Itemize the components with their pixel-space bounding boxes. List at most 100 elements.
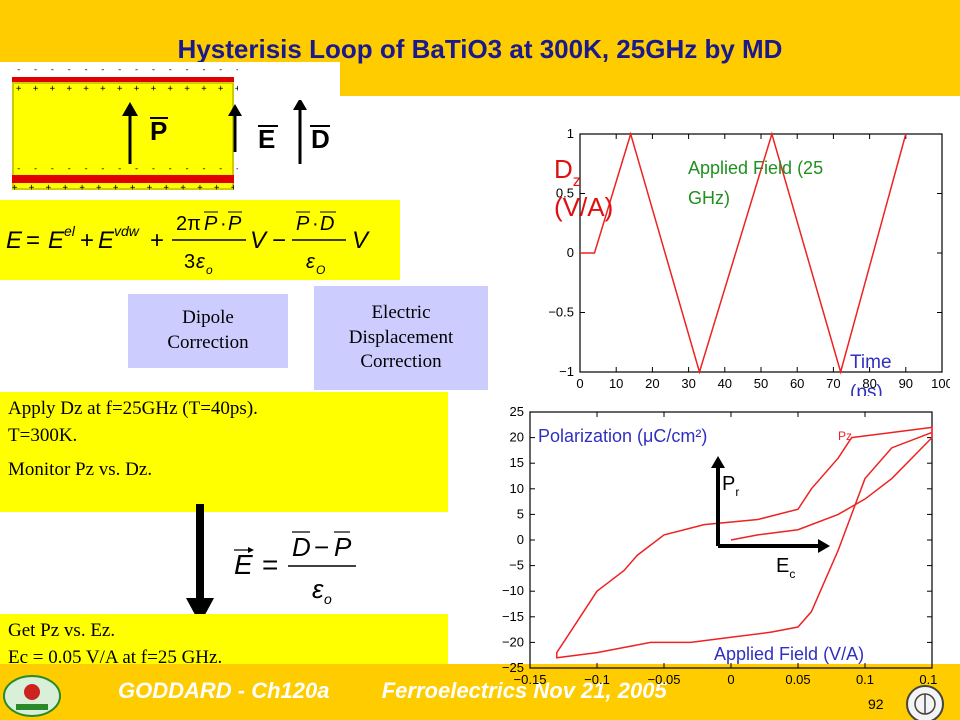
bot-series-line [556,426,933,659]
svg-text:P: P [334,532,352,562]
svg-text:ε: ε [312,574,324,604]
top-xlabel-1: Time [850,352,892,373]
bot-ytick-label: −5 [509,558,524,573]
footer-text: GODDARD - Ch120a Ferroelectrics Nov 21, … [118,678,667,704]
energy-equation: E = E el + E vdw + 2π P · P 3 ε o V − P … [6,211,370,277]
top-series-label-1: Applied Field (25 [688,158,823,178]
hysteresis-chart: −0.15 −0.1 −0.05 0 0.05 0.1 0.15 25 20 15 10 5 0 −5 −1… [502,406,938,687]
svg-text:·: · [312,213,319,235]
bot-ytick-label: −15 [502,609,524,624]
bot-ytick-label: 15 [510,455,524,470]
svg-text:D: D [292,532,311,562]
down-arrow [186,504,214,624]
bot-xtick-label: 0 [727,672,734,687]
top-plate [12,77,234,85]
note1-line-1: Apply Dz at f=25GHz (T=40ps). [8,398,258,419]
svg-text:V: V [352,227,370,254]
svg-text:3: 3 [184,251,195,273]
procedure-note-1: Apply Dz at f=25GHz (T=40ps). T=300K. Mo… [0,392,448,512]
applied-field-chart: 0 10 20 30 40 50 60 70 80 90 100 1 0.5 0 −0.5 −1 Dz (V/… [548,126,950,396]
bot-xtick-label: 0.15 [919,672,938,687]
bot-ytick-label: −25 [502,660,524,675]
page-number: 92 [868,696,884,712]
top-xtick-label: 80 [862,376,876,391]
svg-text:P: P [228,213,242,235]
footer-course: GODDARD - Ch120a [118,678,330,703]
bot-ytick-label: 5 [517,506,524,521]
bot-ytick-label: −10 [502,583,524,598]
svg-text:ε: ε [306,251,316,273]
bot-xtick-label: 0.1 [856,672,874,687]
note1-line-2: T=300K. [8,424,78,446]
bot-ytick-label: 25 [510,406,524,419]
left-logo [3,675,61,717]
electric-line-3: Correction [360,351,442,373]
note1-line-3: Monitor Pz vs. Dz. [8,459,153,481]
electric-line-1: Electric [371,301,431,323]
svg-text:o: o [324,591,332,607]
svg-text:V: V [250,227,268,254]
top-ylabel-unit: (V/A) [554,192,613,222]
bot-xtick-label: −0.15 [514,672,547,687]
svg-text:E: E [6,227,23,254]
bot-xtick-label: −0.05 [648,672,681,687]
svg-text:el: el [64,223,76,239]
top-xtick-label: 30 [681,376,695,391]
top-outer-charges: - - - - - - - - - - - - - - - - - - - - … [16,65,238,75]
svg-text:=: = [262,549,278,580]
top-series-line [580,131,907,375]
footer-topic: Ferroelectrics Nov 21, 2005 [381,678,667,703]
top-ytick-label: −0.5 [548,305,574,320]
vector-arrows [122,100,330,164]
footer-band [0,664,960,720]
capacitor-body [12,82,234,190]
bottom-inner-charges: - - - - - - - - - - - - - - - - - - - - … [16,164,238,174]
top-ytick-label: 0.5 [556,186,574,201]
ec-label: Ec [776,555,795,581]
right-logo [906,685,944,720]
bottom-outer-charges: + + + + + + + + + + + + + + + + + + + + … [12,183,234,193]
dipole-line-2: Correction [167,332,249,353]
top-xtick-label: 40 [718,376,732,391]
svg-text:o: o [206,263,213,277]
svg-text:2π: 2π [176,213,201,235]
bot-xlabel: Applied Field (V/A) [714,644,864,664]
pr-ec-indicator: Pr Ec [711,456,830,581]
bot-ylabel: Polarization (μC/cm²) [538,426,707,446]
top-ylabel: Dz [554,154,581,190]
svg-text:·: · [220,213,227,235]
svg-text:O: O [316,263,325,277]
top-ytick-label: 0 [567,245,574,260]
top-xtick-label: 10 [609,376,623,391]
top-inner-charges: + + + + + + + + + + + + + + + + + + + [16,84,238,94]
svg-text:−: − [314,532,329,562]
note2-line-2: Ec = 0.05 V/A at f=25 GHz. [8,646,223,668]
svg-text:+: + [150,227,164,254]
top-xtick-label: 90 [899,376,913,391]
pr-label: Pr [722,473,739,499]
svg-text:vdw: vdw [114,223,140,239]
top-series-label-2: GHz) [688,188,730,208]
top-ytick-label: 1 [567,126,574,141]
svg-text:E: E [234,549,253,580]
svg-text:P: P [296,213,310,235]
top-xtick-label: 0 [576,376,583,391]
dipole-correction-box: Dipole Correction [128,294,288,368]
svg-text:−: − [272,227,286,254]
svg-text:P: P [204,213,218,235]
field-equation: E = D − P ε o [234,531,356,607]
bot-xtick-label: −0.1 [584,672,610,687]
note2-line-1: Get Pz vs. Ez. [8,620,116,641]
svg-text:+: + [80,227,94,254]
bot-series-name: Pz [838,429,852,443]
top-xlabel-2: (ps) [850,382,883,396]
dipole-line-1: Dipole [182,307,234,329]
svg-text:D: D [320,213,334,235]
slide-title: Hysterisis Loop of BaTiO3 at 300K, 25GHz… [177,34,783,64]
svg-text:=: = [26,227,40,254]
svg-text:ε: ε [196,251,206,273]
bot-ytick-label: 0 [517,532,524,547]
top-xtick-label: 100 [931,376,950,391]
svg-text:E: E [48,227,65,254]
top-ytick-label: −1 [559,364,574,379]
